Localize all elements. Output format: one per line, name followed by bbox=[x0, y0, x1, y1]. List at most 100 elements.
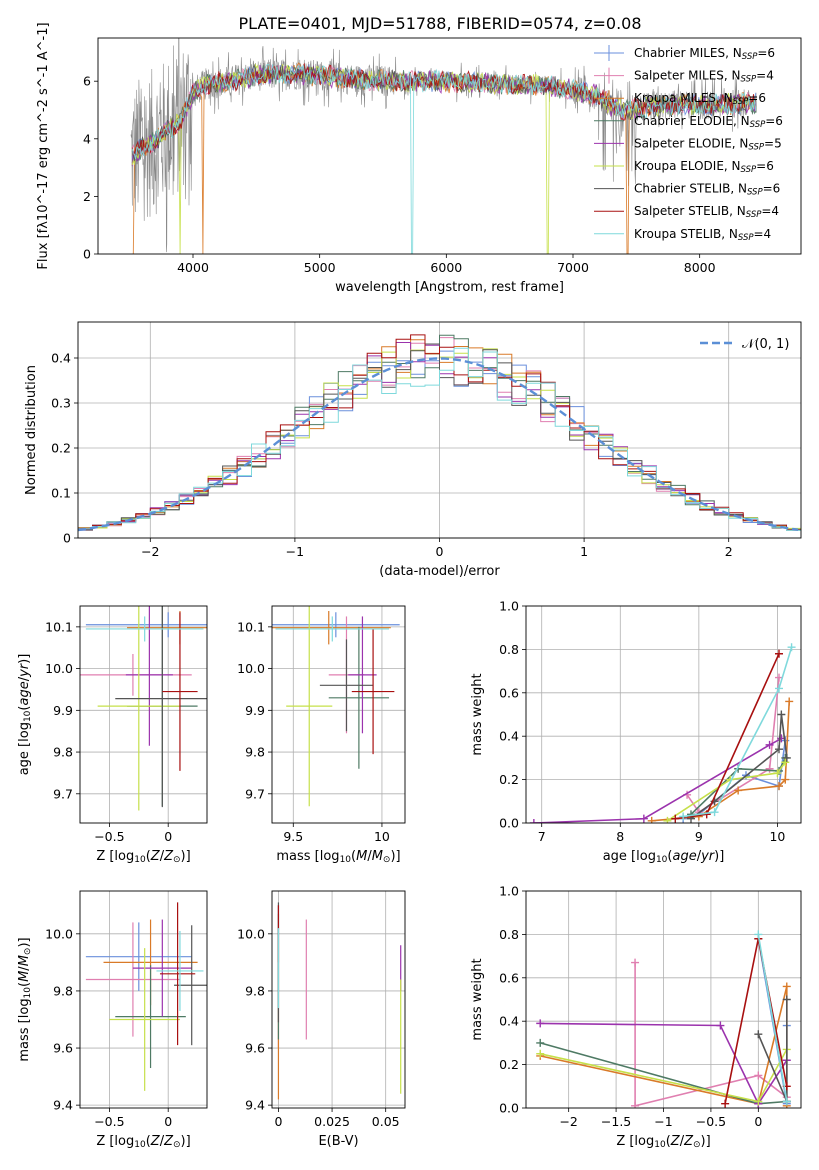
y-tick-label: 9.9 bbox=[245, 703, 265, 718]
y-tick-label: 6 bbox=[83, 74, 91, 89]
x-axis-label: mass [log10(M/M⊙)] bbox=[276, 849, 400, 865]
data-spectrum bbox=[130, 38, 757, 253]
x-tick-label: 0 bbox=[164, 1114, 172, 1129]
legend-text: Chabrier ELODIE, N bbox=[634, 114, 750, 128]
label-part: mass weight bbox=[470, 958, 485, 1040]
label-part: M bbox=[17, 971, 32, 982]
legend-count: =4 bbox=[754, 227, 772, 241]
axes-frame bbox=[79, 890, 208, 1109]
x-tick-label: −1.5 bbox=[601, 1114, 631, 1129]
y-tick-label: 9.8 bbox=[53, 745, 73, 760]
y-tick-label: 2 bbox=[83, 189, 91, 204]
label-part: )] bbox=[701, 1134, 711, 1149]
label-part: E(B-V) bbox=[318, 1134, 358, 1149]
label-part: Normed distribution bbox=[24, 365, 39, 495]
y-tick-label: 10.1 bbox=[45, 619, 73, 634]
x-axis-label: E(B-V) bbox=[318, 1134, 358, 1149]
y-tick-label: 0.6 bbox=[499, 970, 519, 985]
y-tick-label: 1.0 bbox=[499, 884, 519, 899]
label-part: age [log bbox=[17, 722, 32, 775]
label-part: ( bbox=[17, 982, 32, 987]
mass-vs-ebv-plot-area bbox=[277, 902, 402, 1100]
label-part: 10 bbox=[134, 855, 146, 865]
x-tick-label: −0.5 bbox=[94, 829, 124, 844]
weight-marker-kroupa_miles bbox=[775, 782, 783, 791]
y-tick-label: 0 bbox=[83, 247, 91, 262]
y-tick-label: 4 bbox=[83, 131, 91, 146]
x-tick-label: 7000 bbox=[557, 260, 589, 275]
x-axis-label: (data-model)/error bbox=[379, 564, 500, 579]
model-line-salpeter_stelib bbox=[131, 62, 757, 156]
weight-marker-salpeter_elodie bbox=[529, 819, 538, 823]
label-part: ⊙ bbox=[23, 948, 33, 956]
label-part: 10 bbox=[654, 1140, 666, 1150]
label-part: yr bbox=[17, 662, 32, 678]
y-tick-label: 0.6 bbox=[499, 685, 519, 700]
y-tick-label: 9.6 bbox=[53, 1041, 73, 1056]
legend-text: Chabrier STELIB, N bbox=[634, 182, 747, 196]
label-part: 10 bbox=[23, 710, 33, 722]
x-tick-label: −2 bbox=[141, 544, 159, 559]
weight-marker-salpeter_elodie bbox=[765, 740, 774, 749]
y-tick-label: 9.9 bbox=[53, 703, 73, 718]
x-tick-label: 0 bbox=[274, 1114, 282, 1129]
label-part: ⊙ bbox=[383, 855, 391, 865]
label-part: ⊙ bbox=[173, 1140, 181, 1150]
y-axis-label: Flux [fλ10^-17 erg cm^-2 s^-1 A^-1] bbox=[36, 22, 51, 269]
label-part: )] bbox=[17, 937, 32, 947]
weight-line-chabrier_elodie bbox=[690, 757, 787, 815]
x-tick-label: 4000 bbox=[177, 260, 209, 275]
legend-subscript: SSP bbox=[742, 52, 758, 62]
weight-marker-kroupa_stelib bbox=[754, 930, 763, 939]
weight-marker-kroupa_miles bbox=[781, 775, 790, 784]
axes-frame bbox=[525, 605, 802, 824]
axes-frame bbox=[97, 37, 802, 255]
y-tick-label: 10.0 bbox=[45, 926, 73, 941]
weight-marker-chabrier_stelib bbox=[782, 753, 791, 762]
legend-subscript: SSP bbox=[741, 165, 757, 175]
histogram-salpeter_stelib bbox=[78, 334, 801, 531]
legend-text: Kroupa STELIB, N bbox=[634, 227, 738, 241]
y-tick-label: 9.7 bbox=[245, 786, 265, 801]
label-part: / bbox=[17, 966, 32, 971]
label-part: M bbox=[356, 849, 367, 864]
weight-marker-kroupa_miles bbox=[785, 697, 794, 706]
weight-marker-chabrier_stelib bbox=[754, 1030, 763, 1039]
histogram-chabrier_stelib bbox=[78, 343, 801, 531]
y-axis-label: mass weight bbox=[470, 673, 485, 755]
x-tick-label: 9 bbox=[695, 829, 703, 844]
weight-marker-salpeter_stelib bbox=[721, 1099, 730, 1108]
y-tick-label: 0.3 bbox=[51, 396, 71, 411]
age-vs-Z-axes: −0.5 09.79.89.910.010.1Z [log10(Z/Z⊙)]age… bbox=[17, 605, 208, 865]
label-part: 10 bbox=[656, 855, 668, 865]
weight-marker-chabrier_elodie bbox=[536, 1038, 545, 1047]
weight-marker-salpeter_miles bbox=[754, 1071, 763, 1080]
y-tick-label: 0.8 bbox=[499, 927, 519, 942]
weight-line-kroupa_stelib bbox=[757, 934, 788, 1102]
weight-marker-kroupa_elodie bbox=[663, 816, 672, 823]
x-tick-label: 9.5 bbox=[283, 829, 303, 844]
legend-subscript: SSP bbox=[738, 233, 754, 243]
x-axis-label: wavelength [Angstrom, rest frame] bbox=[335, 280, 564, 295]
y-tick-label: 0.4 bbox=[499, 1014, 519, 1029]
label-part: Z [log bbox=[96, 1134, 134, 1149]
age-vs-mass-plot-area bbox=[272, 606, 400, 807]
weight-marker-kroupa_miles bbox=[782, 982, 791, 991]
weight-vs-age-plot-area bbox=[529, 643, 796, 823]
weight-marker-chabrier_stelib bbox=[782, 995, 791, 1004]
legend-label-chabrier_miles: Chabrier MILES, NSSP=6 bbox=[634, 46, 775, 62]
x-tick-label: 6000 bbox=[430, 260, 462, 275]
legend-count: =6 bbox=[763, 182, 781, 196]
label-part: )] bbox=[714, 849, 724, 864]
axes-frame bbox=[271, 605, 406, 824]
label-part: 10 bbox=[340, 855, 352, 865]
y-tick-label: 10.0 bbox=[237, 926, 265, 941]
x-tick-label: 0.025 bbox=[314, 1114, 350, 1129]
y-tick-label: 0.2 bbox=[499, 1057, 519, 1072]
weight-marker-kroupa_stelib bbox=[710, 808, 719, 817]
weight-vs-Z-axes: −2 −1.5 −1 −0.5 0 0.0 0.2 0.4 0.6 0.8 1.0 Z [log10(… bbox=[470, 884, 802, 1150]
axes-frame bbox=[77, 321, 802, 539]
label-part: / bbox=[697, 849, 702, 864]
